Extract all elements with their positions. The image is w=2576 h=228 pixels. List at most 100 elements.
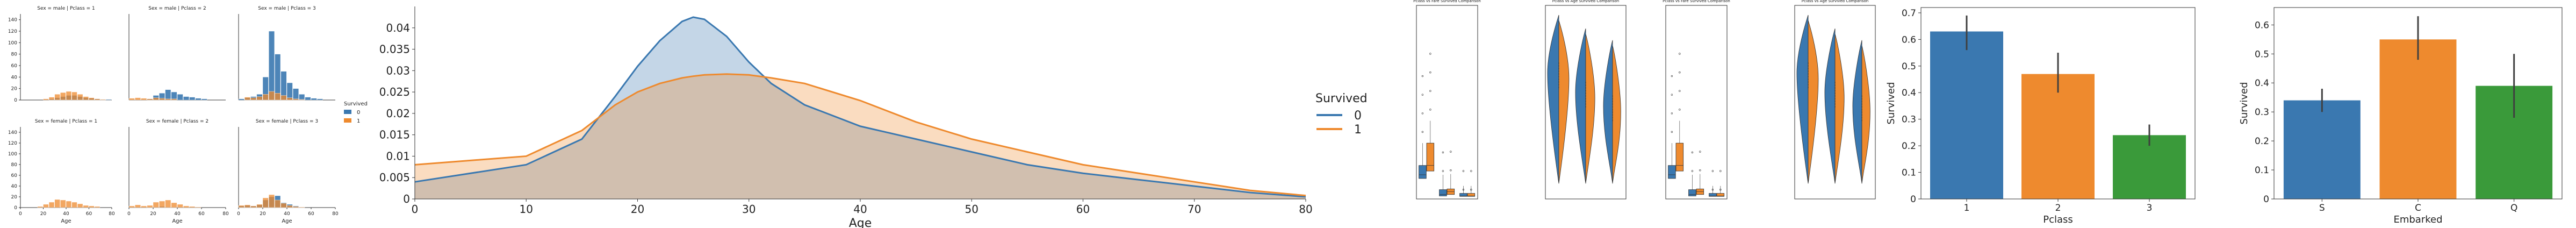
box-outlier: [1421, 75, 1424, 77]
bar-ytick-label: 0: [2263, 194, 2269, 205]
bar-ytick-label: 0.2: [1902, 141, 1916, 152]
kde-ytick-label: 0.025: [379, 86, 410, 98]
hist-bar-survived-1: [77, 203, 83, 208]
facet-xtick-label: 40: [174, 211, 181, 217]
hist-bar-survived-0: [106, 99, 112, 101]
box-outlier: [1429, 109, 1431, 111]
facet-xtick-label: 80: [222, 211, 229, 217]
hist-bar-survived-1: [244, 97, 250, 101]
bar-xtick-label: 1: [1964, 203, 1970, 213]
box-survived-0: [1419, 165, 1427, 179]
box-outlier: [1679, 53, 1681, 55]
bar-xtick-label: 3: [2147, 203, 2153, 213]
facet-ytick-label: 60: [11, 63, 18, 69]
violin-half-survived-1: [1558, 20, 1570, 184]
bar-ytick-label: 0.6: [1902, 34, 1916, 45]
bar-ytick-label: 0.4: [1902, 88, 1916, 98]
facet-title: Sex = female | Pclass = 2: [146, 119, 208, 124]
hist-bar-survived-1: [275, 200, 281, 208]
box-outlier: [1470, 170, 1472, 172]
box-outlier: [1679, 109, 1681, 111]
hist-bar-survived-1: [165, 200, 171, 208]
hist-bar-survived-0: [299, 94, 305, 101]
hist-bar-survived-1: [250, 97, 257, 101]
hist-bar-survived-1: [250, 205, 257, 208]
bar-ytick-label: 0: [1910, 194, 1916, 205]
facet-xtick-label: 40: [63, 211, 69, 217]
bar-ylabel: Survived: [2239, 82, 2250, 124]
hist-bar-survived-1: [141, 98, 147, 101]
hist-bar-survived-0: [305, 97, 311, 101]
box-outlier: [1671, 112, 1673, 115]
facet-title: Sex = female | Pclass = 1: [35, 119, 97, 124]
box-outlier: [1719, 170, 1722, 172]
hist-bar-survived-1: [66, 201, 72, 208]
bar-ytick-label: 0.2: [2255, 136, 2269, 147]
box-outlier: [1450, 169, 1452, 172]
hist-bar-survived-1: [280, 203, 287, 208]
box-outlier: [1671, 75, 1673, 77]
box-outlier: [1429, 53, 1431, 55]
facet-ytick-label: 40: [11, 184, 18, 189]
hist-bar-survived-1: [71, 202, 77, 208]
hist-bar-survived-1: [43, 98, 49, 101]
hist-bar-survived-1: [54, 199, 60, 208]
hist-bar-survived-1: [262, 197, 269, 208]
facet-ytick-label: 20: [11, 195, 18, 200]
hist-bar-survived-1: [171, 202, 177, 208]
violin-half-survived-0: [1796, 15, 1809, 184]
kde-ytick-label: 0.035: [379, 43, 410, 56]
legend-label-1: 1: [357, 118, 360, 124]
panel-frame: [1545, 5, 1627, 200]
hist-bar-survived-1: [135, 97, 141, 101]
hist-bar-survived-1: [147, 98, 153, 101]
hist-bar-survived-0: [165, 89, 171, 101]
box-outlier: [1462, 170, 1465, 172]
kde-ytick-label: 0.005: [379, 171, 410, 184]
violin-2-chart: Pclass vs Age Survived Comparison: [1796, 0, 1870, 184]
box-2-chart: Pclass vs Fare Survived Comparison: [1663, 0, 1730, 197]
hist-bar-survived-1: [238, 205, 244, 208]
kde-area-survived-1: [415, 74, 1306, 199]
hist-bar-survived-1: [183, 205, 189, 208]
facet-xlabel: Age: [172, 218, 182, 224]
kde-xtick-label: 0: [412, 203, 419, 216]
hist-bar-survived-1: [147, 205, 153, 208]
hist-bar-survived-1: [244, 204, 250, 208]
bar-ytick-label: 0.4: [2255, 78, 2269, 89]
box-outlier: [1699, 169, 1701, 172]
hist-bar-survived-0: [238, 98, 244, 101]
bar-panel-frame: [1920, 7, 2196, 200]
box-outlier: [1691, 170, 1694, 172]
facet-xtick-label: 60: [308, 211, 314, 217]
hist-bar-survived-0: [195, 98, 202, 101]
hist-bar-survived-0: [177, 94, 183, 101]
violin-half-survived-1: [1834, 34, 1845, 184]
box-outlier: [1719, 188, 1722, 191]
bar-panel-frame: [2273, 7, 2563, 200]
hist-bar-survived-1: [299, 206, 305, 208]
box-title: Pclass vs Fare Survived Comparison: [1663, 0, 1730, 3]
facet-ytick-label: 100: [8, 40, 17, 46]
facet-xlabel: Age: [282, 218, 292, 224]
bar-ytick-label: 0.3: [2255, 107, 2269, 118]
bar-2: [2021, 74, 2095, 199]
box-outlier: [1421, 94, 1424, 96]
facet-xtick-label: 0: [237, 211, 240, 217]
box-title: Pclass vs Fare Survived Comparison: [1413, 0, 1481, 3]
hist-bar-survived-1: [275, 92, 281, 101]
violin-half-survived-0: [1547, 15, 1559, 184]
facet-title: Sex = male | Pclass = 3: [258, 6, 316, 11]
hist-bar-survived-0: [286, 82, 293, 101]
kde-xtick-label: 40: [853, 203, 867, 216]
kde-xlabel: Age: [849, 217, 872, 228]
bar-ytick-label: 0.1: [1902, 168, 1916, 179]
legend-label-1: 1: [1354, 123, 1362, 137]
hist-bar-survived-1: [286, 97, 293, 101]
facet-xtick-label: 40: [284, 211, 290, 217]
violin-half-survived-0: [1575, 28, 1586, 184]
facet-panel-1: Sex = male | Pclass = 1 0 20 40 60 80 100 120 14…: [8, 6, 112, 103]
box-outlier: [1671, 131, 1673, 133]
hist-bar-survived-1: [128, 205, 135, 208]
